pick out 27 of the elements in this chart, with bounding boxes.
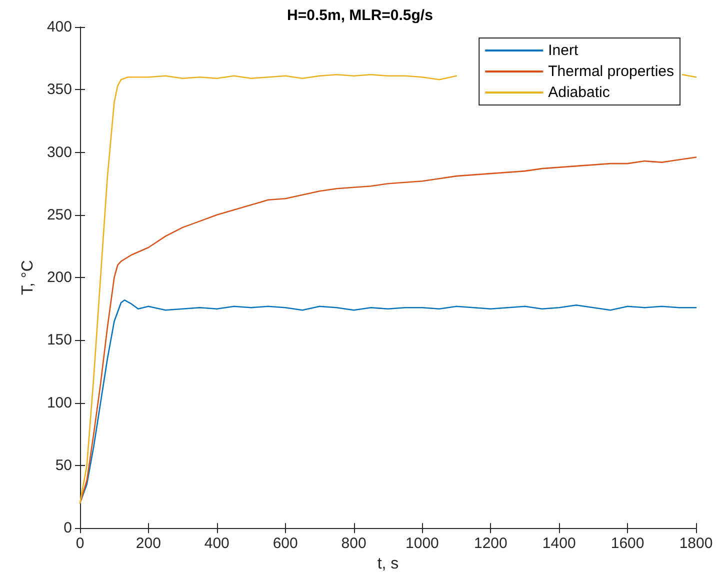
x-tick-label: 0 bbox=[76, 535, 84, 552]
y-tick-label: 50 bbox=[55, 456, 72, 474]
x-tick-label: 800 bbox=[341, 535, 366, 552]
legend-label: Inert bbox=[548, 42, 579, 59]
y-axis-title: T, °C bbox=[20, 260, 37, 295]
y-tick-label: 400 bbox=[46, 18, 72, 36]
legend-label: Thermal properties bbox=[548, 63, 674, 80]
x-tick-label: 400 bbox=[204, 535, 230, 552]
x-tick-label: 1600 bbox=[610, 535, 644, 552]
y-tick-label: 200 bbox=[46, 269, 72, 286]
x-tick-label: 600 bbox=[272, 535, 298, 552]
y-tick-label: 250 bbox=[46, 206, 72, 224]
y-tick-label: 350 bbox=[46, 81, 72, 98]
x-tick-label: 1800 bbox=[679, 535, 713, 552]
legend-label: Adiabatic bbox=[548, 84, 610, 101]
x-tick-label: 1400 bbox=[542, 535, 576, 552]
line-series bbox=[79, 156, 697, 504]
x-tick-label: 1000 bbox=[406, 535, 439, 552]
y-tick-label: 100 bbox=[46, 394, 72, 412]
line-series bbox=[79, 299, 697, 504]
x-tick-label: 1200 bbox=[474, 535, 508, 552]
y-tick-label: 0 bbox=[64, 520, 72, 537]
y-tick-label: 150 bbox=[46, 332, 72, 349]
chart-title: H=0.5m, MLR=0.5g/s bbox=[287, 7, 433, 24]
x-axis-title: t, s bbox=[377, 556, 399, 572]
x-tick-label: 200 bbox=[136, 535, 161, 552]
y-tick-label: 300 bbox=[46, 144, 72, 161]
